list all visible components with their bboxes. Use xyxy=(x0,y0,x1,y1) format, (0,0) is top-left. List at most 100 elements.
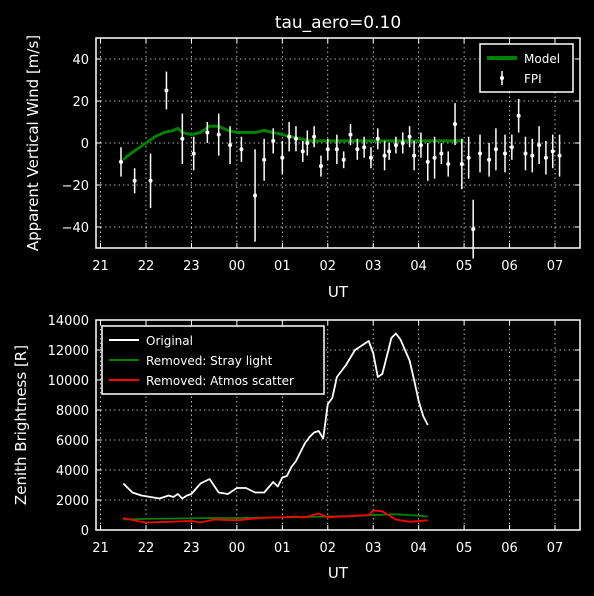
fpi-point xyxy=(239,147,244,152)
brightness-x-axis-label: UT xyxy=(328,564,349,582)
fpi-point xyxy=(191,151,196,156)
original-line xyxy=(122,332,429,500)
fpi-point xyxy=(312,134,317,139)
fpi-point xyxy=(503,151,508,156)
fpi-point xyxy=(300,149,305,154)
fpi-point xyxy=(253,193,258,198)
y-tick-label: 10000 xyxy=(48,374,89,389)
fpi-point xyxy=(355,147,360,152)
legend-label: Removed: Atmos scatter xyxy=(146,374,294,388)
wind-axis-ticks: 21 22 23 00 01 02 03 04 05 06 07 −40 −20 0 20 40 xyxy=(62,38,580,274)
x-tick-label: 05 xyxy=(456,541,473,556)
fpi-point xyxy=(557,153,562,158)
legend-model-label: Model xyxy=(524,52,560,66)
wind-y-axis-label: Apparent Vertical Wind [m/s] xyxy=(24,35,42,251)
y-tick-label: 8000 xyxy=(56,404,89,419)
legend-label: Original xyxy=(146,334,193,348)
brightness-axis-ticks: 21 22 23 00 01 02 03 04 05 06 07 0 2000 4000 6000 8000 1… xyxy=(48,314,580,556)
y-tick-label: 20 xyxy=(72,95,89,110)
fpi-point xyxy=(318,164,323,169)
fpi-point xyxy=(305,141,310,145)
x-tick-label: 06 xyxy=(501,259,518,274)
x-tick-label: 02 xyxy=(320,259,337,274)
x-tick-label: 02 xyxy=(320,541,337,556)
y-tick-label: 0 xyxy=(81,137,89,152)
fpi-point xyxy=(271,138,276,143)
x-tick-label: 23 xyxy=(183,259,200,274)
x-tick-label: 00 xyxy=(229,259,246,274)
fpi-point xyxy=(543,155,548,160)
y-tick-label: 12000 xyxy=(48,344,89,359)
x-tick-label: 21 xyxy=(92,541,109,556)
fpi-point xyxy=(216,132,221,137)
fpi-point xyxy=(523,151,528,156)
y-tick-label: 40 xyxy=(72,53,89,68)
removed-atmos-scatter-line xyxy=(123,509,428,524)
fpi-point xyxy=(453,122,458,127)
x-tick-label: 01 xyxy=(274,259,291,274)
fpi-point xyxy=(439,151,444,156)
brightness-panel: Zenith Brightness [R] UT 21 22 23 00 01 02 03 0… xyxy=(12,314,581,582)
fpi-point xyxy=(362,145,367,150)
fpi-point xyxy=(118,159,123,164)
x-tick-label: 07 xyxy=(547,259,564,274)
fpi-point xyxy=(478,151,483,156)
x-tick-label: 04 xyxy=(410,259,427,274)
wind-x-axis-label: UT xyxy=(328,283,349,301)
fpi-point xyxy=(446,162,451,166)
fpi-point xyxy=(509,145,514,150)
fpi-point xyxy=(180,136,185,141)
fpi-point xyxy=(334,147,339,152)
fpi-point xyxy=(432,155,437,160)
fpi-point xyxy=(228,143,233,148)
fpi-point xyxy=(493,147,498,152)
x-tick-label: 07 xyxy=(547,541,564,556)
fpi-point xyxy=(132,178,137,183)
fpi-point xyxy=(368,155,373,160)
fpi-point xyxy=(287,134,292,139)
fpi-point xyxy=(412,153,417,158)
y-tick-label: 6000 xyxy=(56,434,89,449)
y-tick-label: 2000 xyxy=(56,494,89,509)
fpi-point xyxy=(280,155,285,160)
brightness-grid xyxy=(96,319,580,531)
wind-series xyxy=(118,71,562,259)
x-tick-label: 04 xyxy=(410,541,427,556)
x-tick-label: 03 xyxy=(365,541,382,556)
fpi-point xyxy=(382,153,387,158)
fpi-point xyxy=(387,149,392,154)
legend-label: Removed: Stray light xyxy=(146,354,273,368)
fpi-point xyxy=(205,130,210,135)
brightness-legend: Original Removed: Stray light Removed: Atm… xyxy=(101,325,325,395)
fpi-point xyxy=(375,136,380,141)
x-tick-label: 01 xyxy=(274,541,291,556)
x-tick-label: 06 xyxy=(501,541,518,556)
x-tick-label: 00 xyxy=(229,541,246,556)
brightness-y-axis-label: Zenith Brightness [R] xyxy=(12,345,30,505)
x-tick-label: 22 xyxy=(138,259,155,274)
fpi-point xyxy=(348,132,353,137)
fpi-point xyxy=(550,149,555,154)
fpi-point xyxy=(516,113,521,118)
legend-fpi-swatch-point xyxy=(500,76,504,80)
fpi-point xyxy=(418,143,423,148)
fpi-point xyxy=(537,143,542,148)
x-tick-label: 22 xyxy=(138,541,155,556)
fpi-point xyxy=(293,136,298,141)
fpi-point xyxy=(459,162,464,166)
fpi-point xyxy=(341,157,346,162)
x-tick-label: 23 xyxy=(183,541,200,556)
fpi-point xyxy=(425,159,430,164)
fpi-point xyxy=(487,157,492,162)
x-tick-label: 05 xyxy=(456,259,473,274)
y-tick-label: −20 xyxy=(62,179,89,194)
fpi-point xyxy=(148,178,153,183)
wind-legend: Model FPI xyxy=(479,43,574,93)
fpi-point xyxy=(407,134,412,139)
y-tick-label: 14000 xyxy=(48,314,89,329)
fpi-point xyxy=(164,88,169,93)
brightness-plot-area xyxy=(95,319,581,531)
wind-chart-title: tau_aero=0.10 xyxy=(275,13,401,33)
y-tick-label: 0 xyxy=(81,524,89,539)
